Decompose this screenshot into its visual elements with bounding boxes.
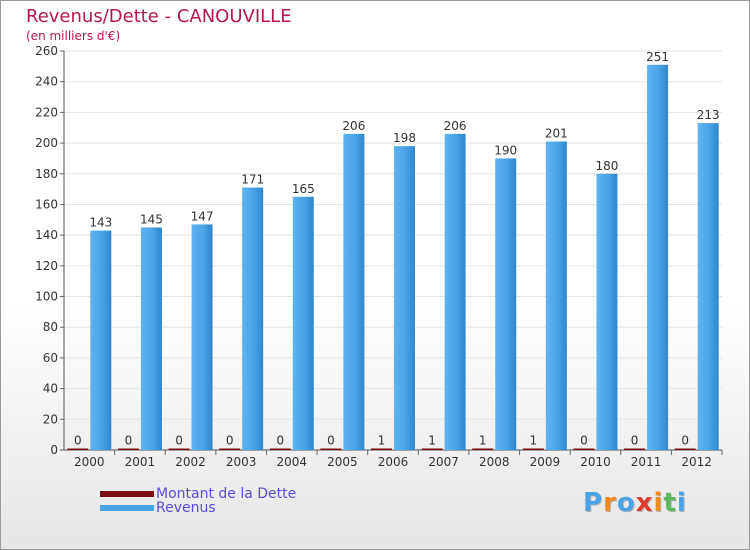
data-label-revenue: 165 [292,182,315,196]
x-tick-label: 2012 [681,455,712,469]
data-label-revenue: 190 [494,143,517,157]
bar-debt [674,448,696,450]
y-tick-label: 20 [43,412,58,426]
brand-letter: r [603,488,617,518]
bar-revenue [343,133,365,450]
bar-debt [522,448,544,450]
x-tick-label: 2001 [125,455,156,469]
bar-revenue [292,196,314,450]
y-tick-label: 80 [43,320,58,334]
legend-item-debt: Montant de la Dette [100,486,296,502]
data-label-debt: 0 [580,434,588,448]
y-tick-label: 140 [35,228,58,242]
bar-revenue [90,230,112,450]
data-label-revenue: 180 [596,159,619,173]
legend-item-revenue: Revenus [100,500,216,516]
x-tick-label: 2009 [530,455,561,469]
legend-swatch-debt [100,491,154,497]
y-tick-label: 220 [35,105,58,119]
data-label-revenue: 201 [545,127,568,141]
bar-debt [624,448,646,450]
data-label-debt: 1 [428,433,436,447]
y-tick-label: 100 [35,290,58,304]
data-label-revenue: 206 [444,119,467,133]
data-label-debt: 1 [479,433,487,447]
data-label-revenue: 145 [140,212,163,226]
bar-revenue [444,133,466,450]
y-tick-label: 260 [35,44,58,58]
x-tick-label: 2010 [580,455,611,469]
bar-debt [472,448,494,450]
bar-debt [117,448,139,450]
data-label-debt: 0 [631,434,639,448]
x-tick-label: 2011 [631,455,662,469]
brand-letter: t [663,488,677,518]
x-tick-label: 2000 [74,455,105,469]
bar-debt [320,448,342,450]
bar-revenue [647,64,669,451]
bar-revenue [191,224,213,450]
y-tick-label: 160 [35,197,58,211]
data-label-revenue: 171 [241,173,264,187]
chart-subtitle: (en milliers d'€) [26,29,121,43]
bar-revenue [242,187,264,451]
data-label-debt: 0 [226,434,234,448]
bar-debt [67,448,89,450]
data-label-revenue: 206 [342,119,365,133]
legend-label-debt: Montant de la Dette [156,486,297,502]
x-tick-label: 2004 [276,455,307,469]
legend-label-revenue: Revenus [156,500,216,516]
y-tick-label: 120 [35,259,58,273]
bar-debt [371,448,392,450]
bar-revenue [596,173,618,450]
x-tick-label: 2008 [479,455,510,469]
bar-debt [573,448,595,450]
x-tick-label: 2005 [327,455,358,469]
data-label-debt: 0 [175,434,183,448]
y-tick-label: 180 [35,167,58,181]
bar-revenue [140,227,162,450]
bar-debt [269,448,291,450]
bar-debt [421,448,443,450]
bar-revenue [697,123,719,450]
brand-letter: o [616,488,636,518]
data-label-revenue: 251 [646,50,669,64]
data-label-revenue: 147 [191,209,214,223]
data-label-debt: 0 [276,434,284,448]
chart-title: Revenus/Dette - CANOUVILLE [26,6,292,27]
data-label-debt: 1 [530,433,538,447]
y-tick-label: 240 [35,75,58,89]
data-label-revenue: 143 [89,216,112,230]
x-tick-label: 2006 [378,455,409,469]
y-tick-label: 60 [43,351,58,365]
data-label-revenue: 213 [697,108,720,122]
brand-letter: i [653,488,664,518]
x-tick-label: 2007 [428,455,459,469]
bar-revenue [495,158,517,450]
bar-revenue [545,141,567,451]
data-label-debt: 0 [327,434,335,448]
x-tick-label: 2002 [175,455,206,469]
bar-revenue [394,146,415,450]
y-tick-label: 40 [43,382,58,396]
data-label-debt: 0 [125,434,133,448]
data-label-debt: 1 [378,433,386,447]
bar-debt [219,448,241,450]
bar-debt [168,448,190,450]
legend-swatch-revenue [100,505,154,511]
data-label-debt: 0 [74,434,82,448]
y-tick-label: 0 [50,443,58,457]
data-label-revenue: 198 [393,131,416,145]
brand-letter: P [583,488,604,518]
x-tick-label: 2003 [226,455,257,469]
y-tick-label: 200 [35,136,58,150]
data-label-debt: 0 [681,434,689,448]
brand-logo: Proxiti [583,488,687,518]
brand-letter: i [676,488,687,518]
brand-letter: x [635,488,654,518]
